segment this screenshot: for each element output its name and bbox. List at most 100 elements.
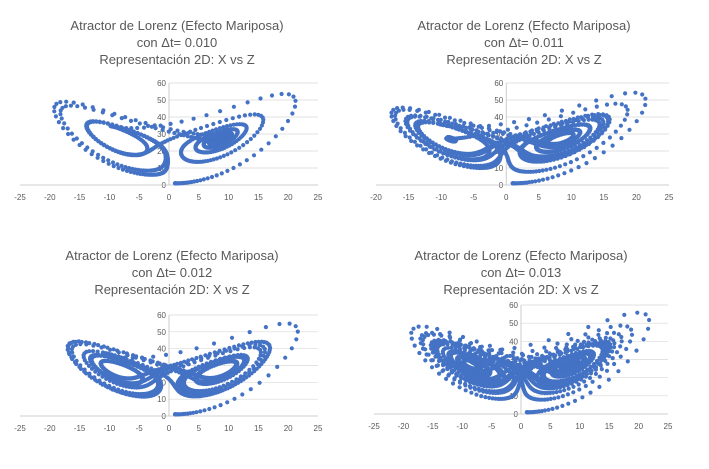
data-point	[512, 134, 517, 139]
data-point	[78, 342, 83, 347]
data-point	[571, 110, 576, 115]
data-point	[550, 175, 555, 180]
data-point	[583, 383, 588, 389]
data-point	[576, 165, 581, 170]
data-point	[231, 122, 236, 127]
data-point	[528, 342, 533, 347]
data-point	[611, 330, 617, 335]
data-point	[412, 139, 417, 144]
data-point	[287, 321, 292, 326]
data-point	[577, 122, 582, 127]
data-point	[252, 369, 257, 374]
x-tick-label: -5	[136, 424, 144, 433]
data-point	[537, 168, 542, 174]
data-point	[629, 327, 634, 332]
data-point	[463, 375, 468, 381]
data-point	[119, 116, 124, 121]
x-tick-label: 25	[665, 193, 674, 202]
data-point	[605, 331, 610, 336]
data-point	[119, 163, 124, 168]
data-point	[592, 113, 597, 118]
x-tick-label: 10	[224, 424, 233, 433]
data-point	[207, 406, 212, 412]
data-point	[425, 138, 430, 143]
data-point	[573, 123, 578, 128]
data-point	[229, 150, 234, 155]
data-point	[431, 116, 436, 121]
data-point	[526, 117, 531, 122]
data-point	[137, 365, 142, 370]
data-point	[154, 368, 159, 373]
data-point	[176, 366, 181, 371]
data-point	[238, 374, 243, 379]
data-point	[555, 405, 560, 410]
data-point	[141, 125, 147, 130]
data-point	[435, 326, 440, 332]
data-point	[219, 171, 224, 176]
data-point	[512, 345, 517, 351]
data-point	[418, 118, 424, 123]
data-point	[225, 152, 230, 157]
data-point	[433, 112, 438, 117]
data-point	[114, 123, 119, 129]
data-point	[74, 136, 79, 141]
data-point	[400, 105, 405, 110]
x-tick-label: 0	[504, 193, 509, 202]
data-point	[143, 120, 148, 126]
data-point	[562, 149, 567, 155]
data-point	[160, 127, 165, 132]
data-point	[86, 363, 92, 368]
data-point	[556, 173, 561, 178]
data-point	[582, 379, 587, 384]
data-point	[190, 357, 195, 362]
data-point	[518, 358, 523, 363]
x-tick-label: -5	[488, 422, 496, 431]
data-point	[641, 337, 646, 342]
data-point	[125, 353, 130, 358]
data-point	[557, 155, 562, 160]
data-point	[522, 135, 528, 140]
data-point	[218, 109, 223, 114]
data-point	[584, 343, 589, 348]
data-point	[127, 390, 132, 395]
data-point	[573, 145, 578, 150]
data-point	[408, 106, 413, 111]
data-point	[252, 112, 257, 117]
data-point	[254, 360, 259, 365]
data-point	[439, 146, 444, 151]
x-tick-label: 25	[664, 422, 673, 431]
data-point	[131, 129, 136, 134]
data-point	[283, 355, 288, 360]
data-point	[127, 128, 132, 133]
data-point	[619, 339, 624, 344]
data-point	[210, 128, 215, 133]
data-point	[220, 388, 225, 393]
x-tick-label: 20	[634, 422, 643, 431]
data-point	[474, 128, 479, 133]
data-point	[394, 123, 399, 129]
data-point	[475, 133, 480, 138]
data-point	[576, 118, 581, 124]
data-point	[241, 143, 246, 148]
data-point	[225, 381, 230, 386]
data-point	[474, 380, 479, 385]
data-point	[446, 149, 451, 154]
data-point	[520, 353, 526, 358]
x-tick-label: -20	[44, 193, 56, 202]
data-point	[462, 120, 467, 126]
data-point	[245, 140, 250, 145]
data-point	[588, 139, 593, 145]
data-point	[591, 132, 596, 137]
data-point	[572, 398, 578, 403]
data-point	[108, 347, 113, 352]
data-point	[208, 392, 213, 397]
y-tick-label: 60	[494, 79, 503, 88]
data-point	[452, 125, 458, 130]
data-point	[214, 127, 219, 132]
data-point	[123, 126, 128, 131]
data-point	[461, 164, 466, 169]
data-point	[606, 377, 611, 382]
data-point	[194, 355, 199, 361]
data-point	[268, 345, 273, 351]
